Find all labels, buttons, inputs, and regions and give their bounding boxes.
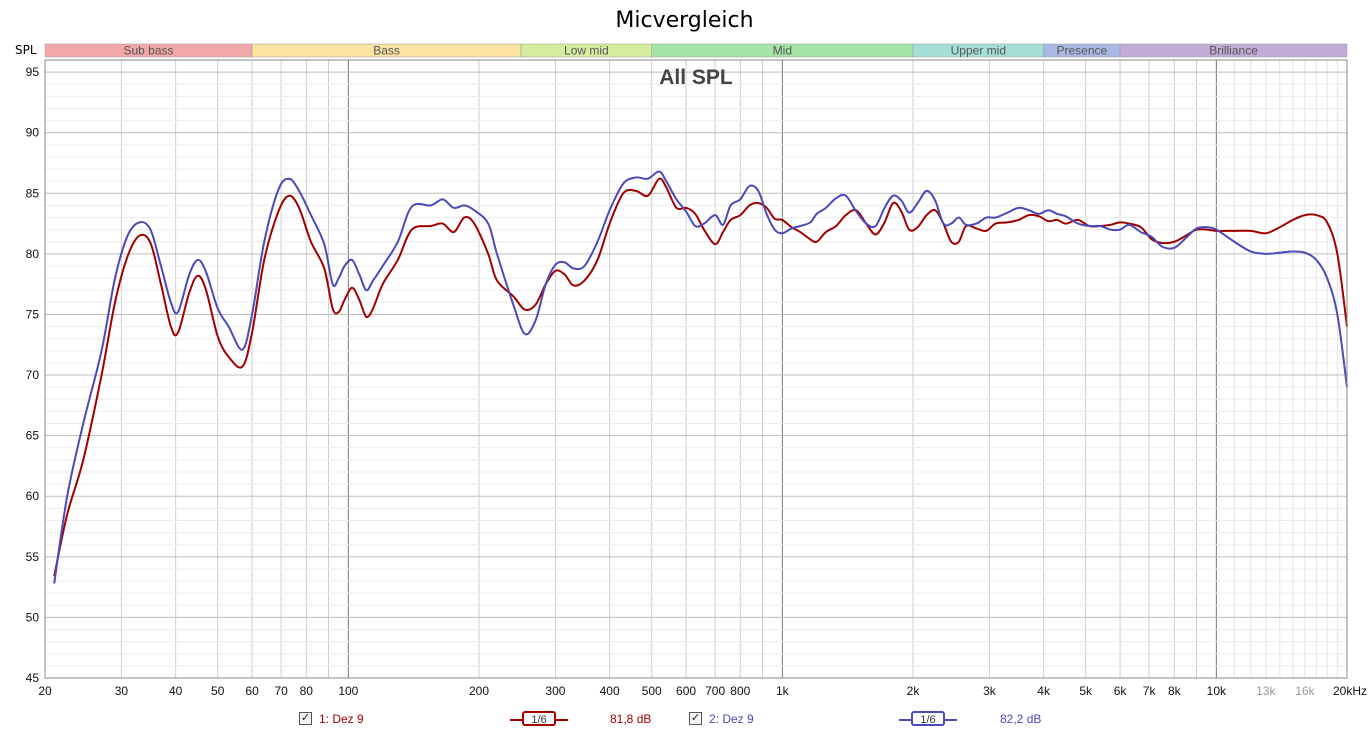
y-tick-label: 95 bbox=[26, 65, 40, 79]
series-2-checkbox[interactable]: ✓ bbox=[689, 712, 702, 725]
y-axis-label: SPL bbox=[15, 43, 37, 57]
y-tick-label: 75 bbox=[26, 307, 40, 321]
x-tick-label: 30 bbox=[115, 684, 129, 698]
band-label: Bass bbox=[373, 44, 400, 58]
x-tick-label: 300 bbox=[545, 684, 565, 698]
series-1-checkbox[interactable]: ✓ bbox=[299, 712, 312, 725]
band-label: Sub bass bbox=[124, 44, 174, 58]
x-tick-label: 2k bbox=[907, 684, 921, 698]
x-tick-label: 13k bbox=[1256, 684, 1276, 698]
series-1-average: 81,8 dB bbox=[610, 712, 652, 726]
x-tick-label: 8k bbox=[1168, 684, 1182, 698]
chart-title: Micvergleich bbox=[615, 8, 754, 33]
y-tick-label: 50 bbox=[26, 610, 40, 624]
y-tick-label: 60 bbox=[26, 489, 40, 503]
series-2-average: 82,2 dB bbox=[1000, 712, 1042, 726]
band-label: Presence bbox=[1057, 44, 1108, 58]
x-tick-label: 400 bbox=[600, 684, 620, 698]
x-tick-label: 60 bbox=[245, 684, 259, 698]
x-tick-label: 10k bbox=[1207, 684, 1227, 698]
grid bbox=[44, 59, 1348, 679]
x-tick-label: 50 bbox=[211, 684, 225, 698]
y-tick-label: 70 bbox=[26, 368, 40, 382]
y-tick-labels: 45 50 55 60 65 70 75 80 85 90 95 bbox=[26, 65, 40, 685]
x-tick-label: 600 bbox=[676, 684, 696, 698]
x-tick-label: 4k bbox=[1037, 684, 1051, 698]
plot-area bbox=[45, 60, 1347, 678]
x-tick-label: 6k bbox=[1114, 684, 1128, 698]
series-lines bbox=[53, 170, 1348, 584]
series-1-label[interactable]: 1: Dez 9 bbox=[319, 712, 364, 726]
x-tick-label: 200 bbox=[469, 684, 489, 698]
x-tick-label: 500 bbox=[642, 684, 662, 698]
band-brilliance bbox=[1119, 43, 1348, 58]
x-tick-label: 800 bbox=[730, 684, 750, 698]
y-tick-label: 85 bbox=[26, 186, 40, 200]
x-tick-label: 20 bbox=[38, 684, 52, 698]
band-label: Brilliance bbox=[1209, 44, 1258, 58]
x-tick-label: 100 bbox=[338, 684, 358, 698]
band-label: Mid bbox=[773, 44, 792, 58]
x-tick-label: 70 bbox=[274, 684, 288, 698]
x-tick-label: 1k bbox=[776, 684, 790, 698]
x-tick-label: 700 bbox=[705, 684, 725, 698]
series-2-line[interactable] bbox=[53, 170, 1348, 584]
y-tick-label: 45 bbox=[26, 671, 40, 685]
x-tick-label: 20kHz bbox=[1333, 684, 1367, 698]
chart-subtitle: All SPL bbox=[659, 66, 733, 89]
x-tick-labels: 20 30 40 50 60 70 80 100 200 300 400 500 600 700 800 1k… bbox=[38, 684, 1367, 698]
y-tick-label: 65 bbox=[26, 429, 40, 443]
series-2-label[interactable]: 2: Dez 9 bbox=[709, 712, 754, 726]
series-1-line[interactable] bbox=[53, 177, 1348, 577]
x-tick-label: 7k bbox=[1143, 684, 1157, 698]
band-label: Low mid bbox=[564, 44, 609, 58]
series-2-smoothing-button[interactable]: 1/6 bbox=[911, 711, 945, 726]
x-tick-label: 80 bbox=[300, 684, 314, 698]
x-tick-label: 16k bbox=[1295, 684, 1315, 698]
y-tick-label: 90 bbox=[26, 126, 40, 140]
x-tick-label: 5k bbox=[1079, 684, 1093, 698]
frequency-bands: Sub bass Bass Low mid Mid Upper mid Presence B… bbox=[44, 43, 1348, 58]
plot-border bbox=[44, 59, 1348, 679]
x-tick-label: 40 bbox=[169, 684, 183, 698]
band-label: Upper mid bbox=[951, 44, 1006, 58]
y-tick-label: 55 bbox=[26, 550, 40, 564]
series-1-smoothing-button[interactable]: 1/6 bbox=[522, 711, 556, 726]
x-tick-label: 3k bbox=[983, 684, 997, 698]
y-tick-label: 80 bbox=[26, 247, 40, 261]
